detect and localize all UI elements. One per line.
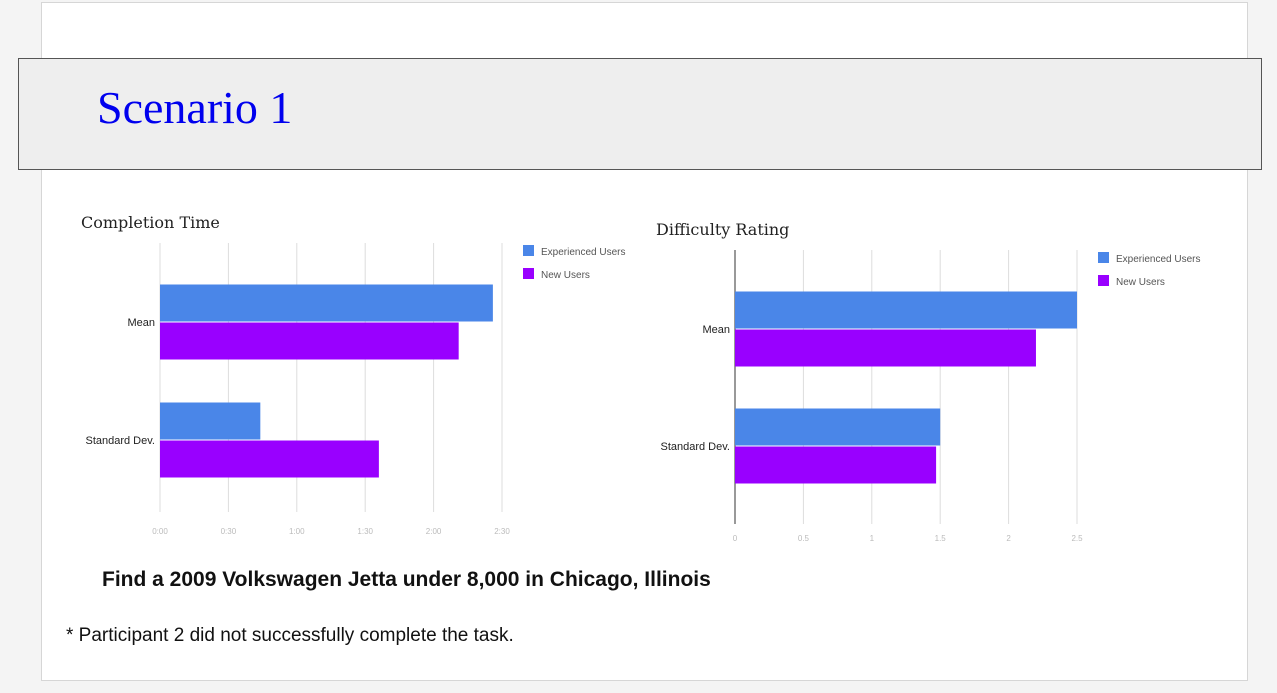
- bar-new-mean: [160, 322, 459, 360]
- legend-label: Experienced Users: [541, 247, 625, 258]
- bar-experienced-mean: [160, 284, 493, 322]
- legend-swatch: [523, 245, 534, 256]
- legend-swatch: [523, 268, 534, 279]
- bar-new-stddev: [735, 446, 937, 484]
- legend-swatch: [1098, 275, 1109, 286]
- tick-label: 0:00: [152, 527, 168, 536]
- bar-new-mean: [735, 329, 1036, 367]
- title-banner: Scenario 1: [18, 58, 1262, 170]
- bar-experienced-mean: [735, 291, 1077, 329]
- task-description: Find a 2009 Volkswagen Jetta under 8,000…: [102, 568, 711, 591]
- tick-label: 2:00: [426, 527, 442, 536]
- slide-title: Scenario 1: [97, 82, 293, 133]
- tick-label: 1.5: [935, 534, 947, 543]
- tick-label: 2: [1006, 534, 1011, 543]
- tick-label: 2:30: [494, 527, 510, 536]
- tick-label: 0:30: [221, 527, 237, 536]
- bar-experienced-stddev: [735, 408, 941, 446]
- tick-label: 1: [870, 534, 875, 543]
- legend-label: Experienced Users: [1116, 254, 1200, 265]
- chart-title: Difficulty Rating: [656, 220, 789, 239]
- tick-label: 1:30: [357, 527, 373, 536]
- category-label: Mean: [127, 317, 155, 329]
- category-label: Mean: [702, 324, 730, 336]
- bar-new-stddev: [160, 440, 379, 478]
- category-label: Standard Dev.: [85, 435, 155, 447]
- category-label: Standard Dev.: [660, 441, 730, 453]
- tick-label: 2.5: [1071, 534, 1083, 543]
- bar-experienced-stddev: [160, 402, 261, 440]
- legend-swatch: [1098, 252, 1109, 263]
- legend-label: New Users: [1116, 277, 1165, 288]
- chart-title: Completion Time: [81, 213, 220, 232]
- tick-label: 0: [733, 534, 738, 543]
- footnote: * Participant 2 did not successfully com…: [66, 625, 514, 646]
- tick-label: 1:00: [289, 527, 305, 536]
- legend-label: New Users: [541, 270, 590, 281]
- tick-label: 0.5: [798, 534, 810, 543]
